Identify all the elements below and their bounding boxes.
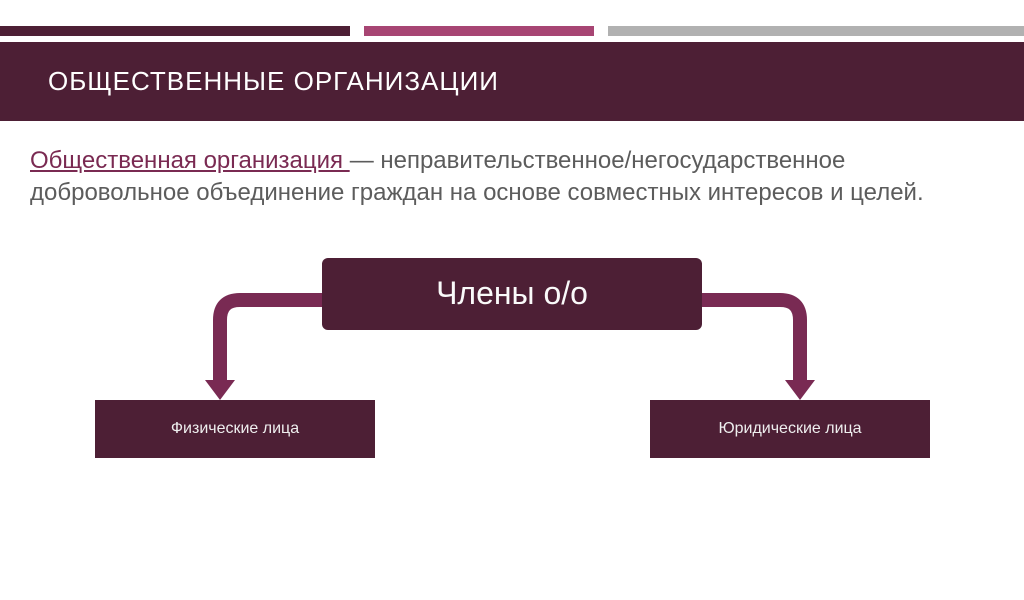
stripe-3	[608, 26, 1024, 36]
page-title: ОБЩЕСТВЕННЫЕ ОРГАНИЗАЦИИ	[48, 66, 1024, 97]
diagram: Члены о/о Физические лица Юридические ли…	[0, 220, 1024, 500]
diagram-root: Члены о/о	[322, 258, 702, 330]
diagram-child-right: Юридические лица	[650, 400, 930, 458]
diagram-child-right-label: Юридические лица	[718, 420, 861, 438]
header-band: ОБЩЕСТВЕННЫЕ ОРГАНИЗАЦИИ	[0, 42, 1024, 121]
diagram-child-left-label: Физические лица	[171, 420, 299, 438]
diagram-root-label: Члены о/о	[436, 275, 588, 312]
diagram-child-left: Физические лица	[95, 400, 375, 458]
stripe-1	[0, 26, 350, 36]
definition-term: Общественная организация	[30, 147, 350, 174]
stripe-gap-1	[350, 26, 364, 36]
stripe-gap-2	[594, 26, 608, 36]
definition-paragraph: Общественная организация — неправительст…	[30, 145, 994, 210]
stripe-2	[364, 26, 594, 36]
top-stripes	[0, 26, 1024, 36]
